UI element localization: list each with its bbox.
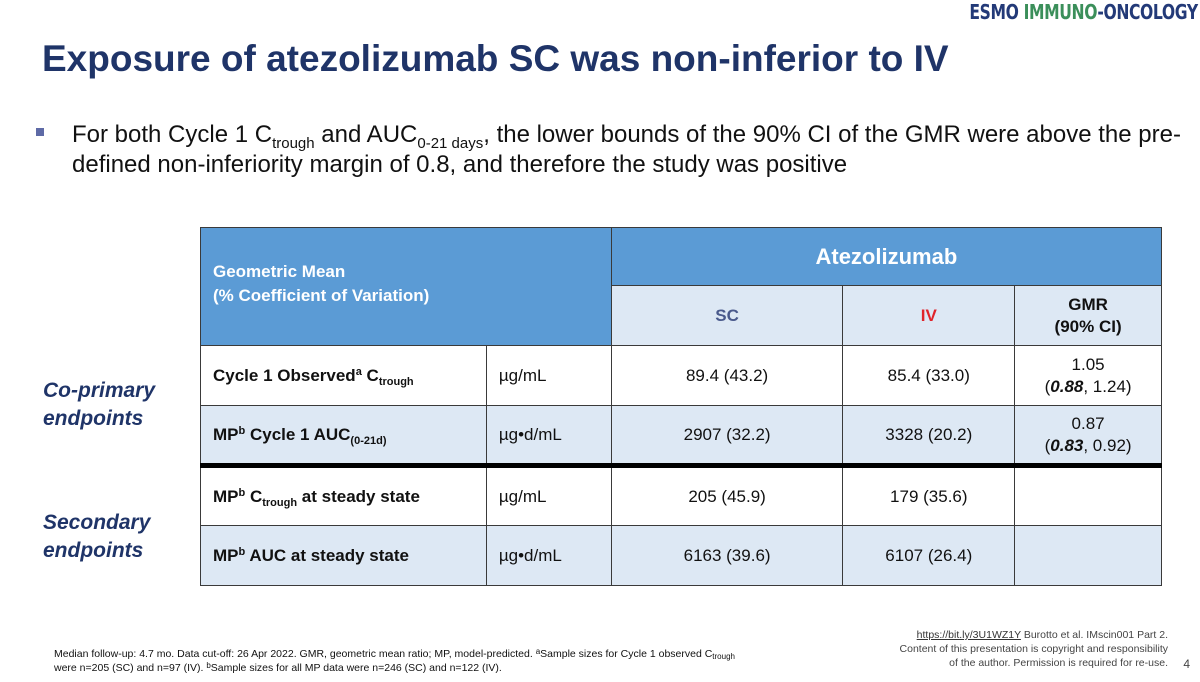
page-number: 4: [1183, 657, 1190, 671]
row-unit: µg/mL: [485, 463, 612, 526]
gmr-value: [1014, 525, 1162, 586]
iv-value: 85.4 (33.0): [842, 345, 1016, 406]
row-label: Cycle 1 Observeda Ctrough: [200, 345, 487, 406]
pk-results-table: Geometric Mean (% Coefficient of Variati…: [200, 227, 1163, 586]
table-row: MPb AUC at steady state µg•d/mL 6163 (39…: [200, 525, 1162, 586]
header-geometric-mean: Geometric Mean (% Coefficient of Variati…: [200, 227, 612, 346]
row-unit: µg/mL: [485, 345, 612, 406]
column-header-iv: IV: [842, 285, 1016, 346]
row-unit: µg•d/mL: [485, 405, 612, 466]
column-header-sc: SC: [610, 285, 844, 346]
source-link[interactable]: https://bit.ly/3U1WZ1Y: [916, 629, 1021, 641]
source-citation: https://bit.ly/3U1WZ1Y Burotto et al. IM…: [899, 629, 1168, 669]
table-row: MPb Ctrough at steady state µg/mL 205 (4…: [200, 463, 1162, 526]
gmr-value: 1.05 (0.88, 1.24): [1014, 345, 1162, 406]
gmr-value: [1014, 463, 1162, 526]
column-header-gmr: GMR (90% CI): [1014, 285, 1162, 346]
iv-value: 6107 (26.4): [842, 525, 1016, 586]
row-unit: µg•d/mL: [485, 525, 612, 586]
sc-value: 89.4 (43.2): [610, 345, 844, 406]
table-row: MPb Cycle 1 AUC(0-21d) µg•d/mL 2907 (32.…: [200, 405, 1162, 466]
bullet-point: For both Cycle 1 Ctrough and AUC0-21 day…: [36, 120, 1186, 180]
square-bullet-icon: [36, 128, 44, 136]
slide-title: Exposure of atezolizumab SC was non-infe…: [42, 38, 949, 79]
header-drug-name: Atezolizumab: [610, 227, 1163, 286]
esmo-logo: ESMO IMMUNO-ONCOLOGY: [969, 0, 1199, 24]
bullet-text: For both Cycle 1 Ctrough and AUC0-21 day…: [72, 121, 1181, 178]
row-label: MPb AUC at steady state: [200, 525, 487, 586]
sc-value: 205 (45.9): [610, 463, 844, 526]
group-label-co-primary: Co-primary endpoints: [43, 379, 156, 430]
row-label: MPb Ctrough at steady state: [200, 463, 487, 526]
table-row: Cycle 1 Observeda Ctrough µg/mL 89.4 (43…: [200, 345, 1162, 406]
iv-value: 3328 (20.2): [842, 405, 1016, 466]
footnote: Median follow-up: 4.7 mo. Data cut-off: …: [54, 647, 735, 675]
gmr-value: 0.87 (0.83, 0.92): [1014, 405, 1162, 466]
sc-value: 2907 (32.2): [610, 405, 844, 466]
row-label: MPb Cycle 1 AUC(0-21d): [200, 405, 487, 466]
sc-value: 6163 (39.6): [610, 525, 844, 586]
iv-value: 179 (35.6): [842, 463, 1016, 526]
group-label-secondary: Secondary endpoints: [43, 511, 151, 562]
